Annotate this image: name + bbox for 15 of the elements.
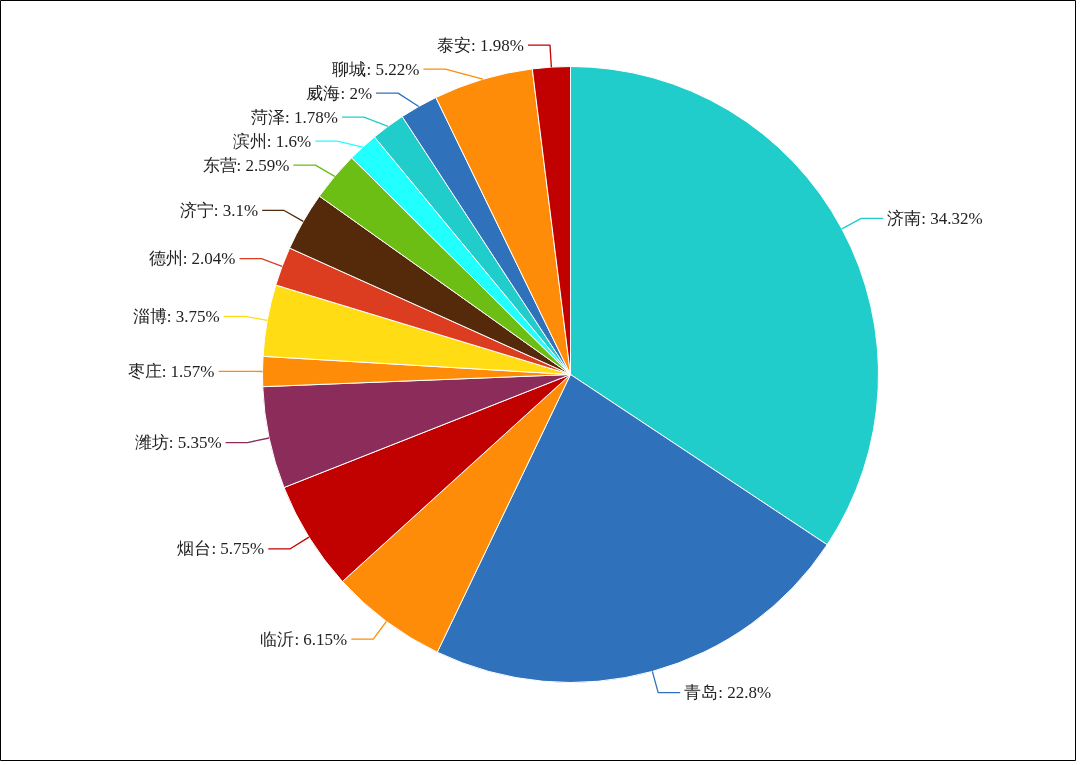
slice-label: 东营: 2.59% [202,155,290,175]
slice-label: 潍坊: 5.35% [134,433,222,453]
slice-label: 青岛: 22.8% [684,683,772,703]
slice-label: 滨州: 1.6% [232,131,312,151]
slice-label: 泰安: 1.98% [437,35,524,55]
slice-label: 枣庄: 1.57% [127,361,215,381]
slice-label: 聊城: 5.22% [332,59,420,79]
slice-label: 烟台: 5.75% [177,539,265,559]
slice-label: 济南: 34.32% [887,208,983,228]
slice-label: 威海: 2% [306,83,373,103]
slice-label: 菏泽: 1.78% [251,107,338,127]
slice-label: 德州: 2.04% [148,249,236,269]
slice-label: 济宁: 3.1% [179,200,259,220]
slice-label: 淄博: 3.75% [132,306,220,326]
slice-label: 临沂: 6.15% [260,629,348,649]
